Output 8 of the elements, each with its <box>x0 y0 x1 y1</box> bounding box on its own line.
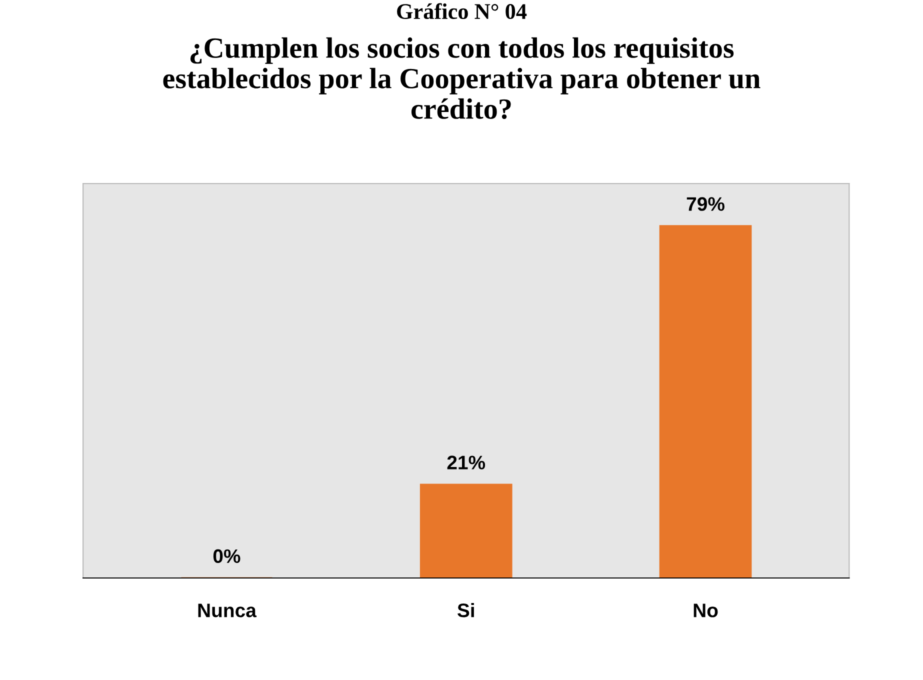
x-tick-label: No <box>694 604 718 618</box>
x-tick-label: Si <box>457 603 474 618</box>
data-label: 21% <box>447 456 486 470</box>
x-tick-label: Nunca <box>198 604 257 618</box>
data-label: 0% <box>213 549 240 564</box>
data-label: 79% <box>686 197 724 211</box>
chart-title: ¿Cumplen los socios con todos los requisitos establecidos por la Cooperativa para obtener un crédito? <box>163 37 760 120</box>
text: Gráfico N° 04 <box>397 3 527 20</box>
